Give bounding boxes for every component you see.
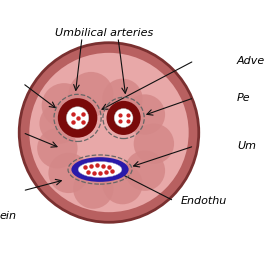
- Circle shape: [29, 53, 189, 212]
- Circle shape: [37, 128, 78, 169]
- Ellipse shape: [78, 161, 122, 178]
- Ellipse shape: [71, 157, 129, 182]
- Text: Adve: Adve: [237, 56, 265, 66]
- Text: Endothu: Endothu: [181, 196, 227, 206]
- Circle shape: [102, 79, 143, 119]
- Circle shape: [73, 169, 113, 209]
- Circle shape: [58, 98, 97, 138]
- Circle shape: [107, 101, 141, 135]
- Circle shape: [66, 107, 89, 129]
- Circle shape: [125, 94, 165, 135]
- Text: Umbilical arteries: Umbilical arteries: [55, 28, 154, 38]
- Circle shape: [125, 151, 165, 191]
- Circle shape: [48, 153, 89, 193]
- Circle shape: [134, 123, 174, 164]
- Text: Um: Um: [237, 141, 256, 151]
- Circle shape: [42, 83, 87, 128]
- Circle shape: [19, 43, 199, 222]
- Circle shape: [114, 108, 133, 127]
- Circle shape: [102, 164, 143, 204]
- Text: ein: ein: [0, 211, 16, 220]
- Circle shape: [39, 103, 80, 144]
- Circle shape: [69, 72, 113, 117]
- Text: Pe: Pe: [237, 93, 250, 103]
